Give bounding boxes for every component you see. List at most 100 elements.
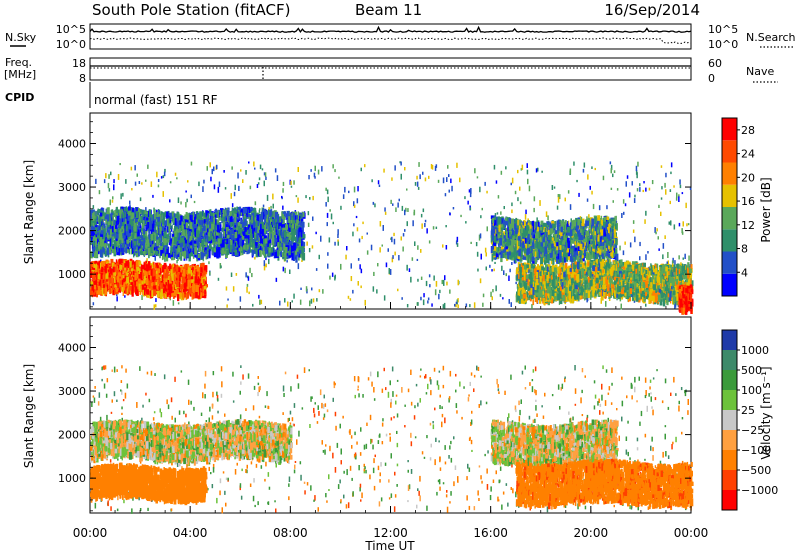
power-echo-cell — [228, 237, 230, 244]
power-echo-cell — [213, 243, 216, 248]
power-echo-cell — [141, 286, 143, 292]
power-sparse-echo — [431, 303, 433, 307]
power-echo-cell — [158, 283, 160, 290]
power-echo-cell — [197, 269, 200, 275]
power-echo-cell — [116, 275, 120, 283]
power-echo-cell — [272, 251, 276, 256]
power-echo-cell — [198, 286, 201, 294]
power-echo-cell — [96, 290, 99, 294]
power-echo-cell — [188, 219, 191, 225]
power-echo-cell — [115, 287, 118, 293]
power-sparse-echo — [180, 201, 182, 205]
power-echo-cell — [91, 285, 95, 291]
power-sparse-echo — [92, 302, 95, 306]
power-sparse-echo — [397, 288, 399, 292]
noise-left-tick-top: 10^5 — [56, 23, 86, 36]
power-sparse-echo — [134, 165, 136, 171]
power-echo-cell — [148, 281, 151, 287]
power-echo-cell — [176, 266, 179, 272]
power-echo-cell — [155, 281, 158, 286]
power-sparse-echo — [443, 279, 445, 286]
power-sparse-echo — [679, 179, 681, 185]
power-sparse-echo — [670, 220, 672, 226]
power-echo-cell — [188, 244, 192, 248]
power-sparse-echo — [260, 299, 263, 305]
power-sparse-echo — [353, 201, 355, 207]
power-echo-cell — [122, 263, 126, 268]
power-echo-cell — [169, 286, 173, 294]
power-echo-cell — [157, 290, 160, 298]
power-sparse-echo — [432, 226, 435, 230]
power-sparse-echo — [348, 190, 350, 194]
power-sparse-echo — [116, 296, 118, 302]
power-sparse-echo — [231, 166, 233, 170]
power-sparse-echo — [510, 302, 512, 307]
power-sparse-echo — [223, 209, 226, 214]
power-echo-cell — [145, 268, 148, 276]
power-sparse-echo — [289, 269, 291, 274]
power-sparse-echo — [645, 210, 647, 216]
power-echo-cell — [191, 227, 195, 235]
power-echo-cell — [207, 251, 210, 256]
power-sparse-echo — [286, 260, 288, 263]
power-sparse-echo — [539, 200, 541, 206]
power-echo-cell — [100, 283, 103, 291]
power-sparse-echo — [622, 250, 625, 256]
power-sparse-echo — [433, 275, 435, 281]
power-sparse-echo — [455, 301, 458, 304]
power-sparse-echo — [349, 298, 352, 301]
power-sparse-echo — [310, 169, 312, 172]
power-sparse-echo — [120, 193, 122, 200]
power-sparse-echo — [389, 269, 392, 275]
power-sparse-echo — [591, 190, 593, 195]
power-sparse-echo — [634, 194, 636, 198]
power-echo-cell — [268, 250, 271, 257]
power-sparse-echo — [276, 175, 279, 181]
power-sparse-echo — [651, 180, 654, 185]
power-echo-cell — [127, 284, 130, 290]
power-sparse-echo — [479, 233, 482, 239]
cpid-row: CPID normal (fast) 151 RF — [5, 82, 218, 108]
power-echo-cell — [173, 228, 175, 237]
power-echo-cell — [115, 214, 118, 219]
power-sparse-echo — [486, 190, 488, 194]
power-echo-cell — [252, 234, 254, 238]
power-echo-cell — [206, 244, 209, 250]
power-sparse-echo — [537, 167, 539, 172]
power-sparse-echo — [395, 207, 397, 212]
power-echo-cell — [269, 219, 272, 226]
power-sparse-echo — [674, 260, 676, 265]
power-sparse-echo — [242, 179, 244, 183]
power-sparse-echo — [185, 202, 187, 208]
power-sparse-echo — [398, 198, 400, 202]
power-echo-cell — [98, 214, 102, 220]
power-sparse-echo — [684, 253, 686, 259]
power-sparse-echo — [226, 304, 228, 308]
power-echo-cell — [175, 289, 179, 295]
power-echo-cell — [190, 276, 194, 280]
power-sparse-echo — [113, 179, 115, 184]
power-echo-cell — [129, 239, 132, 243]
power-echo-cell — [202, 292, 204, 296]
power-sparse-echo — [359, 264, 361, 270]
power-sparse-echo — [425, 280, 428, 287]
power-sparse-echo — [124, 295, 126, 298]
power-sparse-echo — [176, 177, 178, 180]
power-sparse-echo — [316, 298, 318, 302]
power-echo-cell — [116, 261, 119, 266]
freq-tick-bottom: 8 — [79, 72, 86, 85]
power-echo-cell — [194, 276, 198, 284]
power-sparse-echo — [313, 172, 316, 178]
power-echo-cell — [193, 265, 195, 273]
power-echo-cell — [123, 271, 126, 277]
power-sparse-echo — [398, 255, 400, 261]
power-echo-cell — [195, 269, 198, 277]
power-echo-cell — [120, 235, 124, 241]
power-echo-cell — [144, 230, 147, 237]
power-sparse-echo — [500, 170, 503, 175]
power-sparse-echo — [338, 176, 340, 179]
power-sparse-echo — [169, 297, 171, 301]
power-echo-cell — [268, 238, 272, 246]
power-sparse-echo — [619, 297, 622, 302]
power-sparse-echo — [325, 187, 327, 191]
